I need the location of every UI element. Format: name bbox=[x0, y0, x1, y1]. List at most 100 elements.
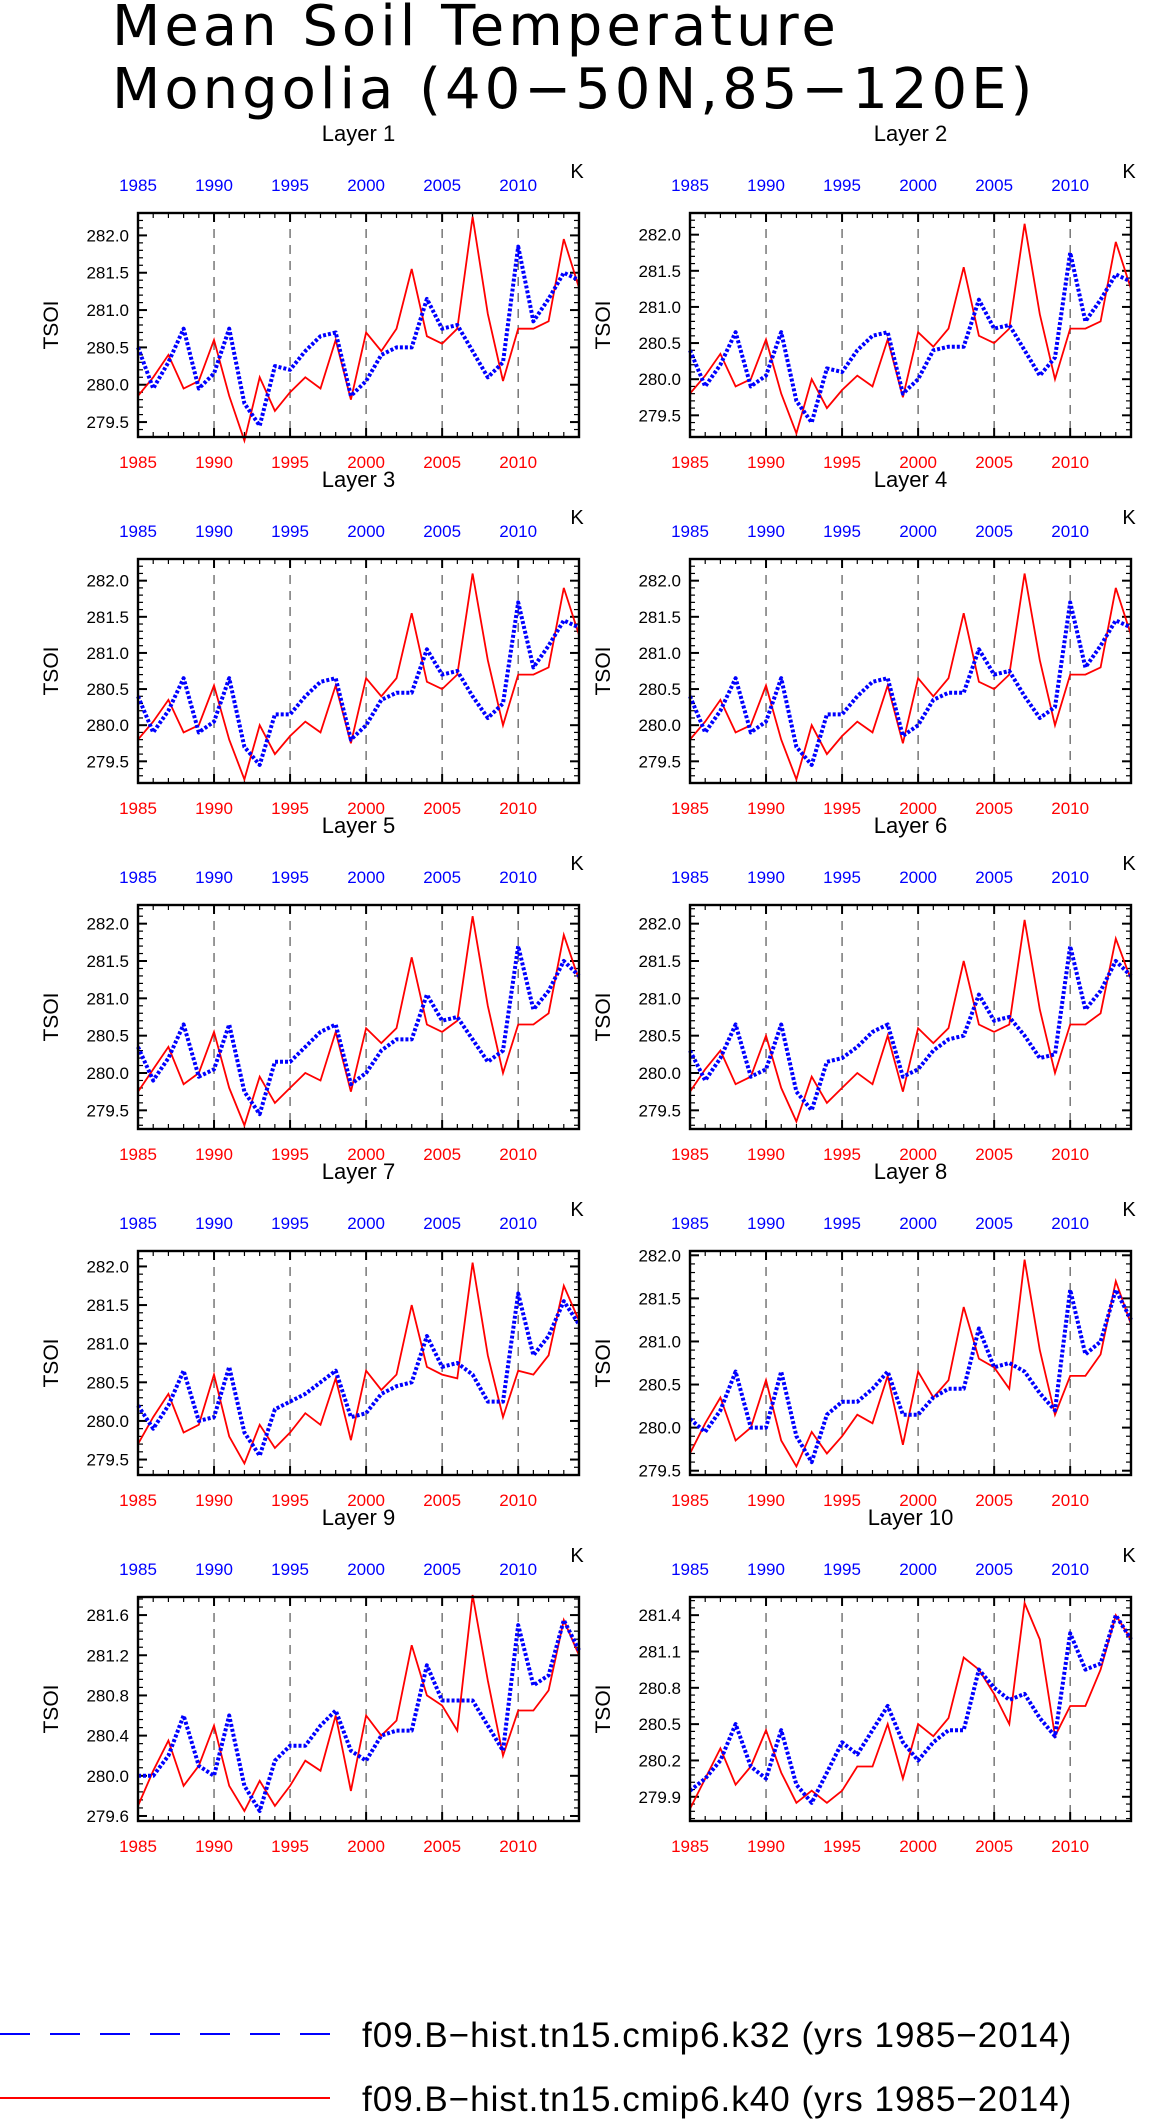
y-tick-label: 279.5 bbox=[86, 1451, 129, 1470]
series-line-k32 bbox=[136, 600, 580, 767]
y-axis-label: TSOI bbox=[40, 992, 63, 1041]
units-label: K bbox=[1122, 1545, 1136, 1567]
y-tick-label: 281.1 bbox=[638, 1642, 681, 1661]
x-tick-label-top: 1985 bbox=[671, 1560, 709, 1579]
y-tick-label: 279.5 bbox=[638, 406, 681, 425]
x-tick-label-top: 1985 bbox=[119, 522, 157, 541]
series-line-k40 bbox=[137, 573, 580, 783]
x-tick-label-bottom: 2000 bbox=[899, 1491, 937, 1510]
y-tick-label: 281.0 bbox=[86, 301, 129, 320]
y-tick-label: 280.5 bbox=[638, 680, 681, 699]
y-tick-label: 280.8 bbox=[86, 1686, 129, 1705]
y-tick-label: 281.5 bbox=[638, 952, 681, 971]
y-tick-label: 281.0 bbox=[638, 644, 681, 663]
series-line-k40 bbox=[137, 916, 580, 1128]
x-tick-label-top: 2000 bbox=[899, 1560, 937, 1579]
panel-title: Layer 7 bbox=[322, 1159, 395, 1184]
y-tick-label: 280.0 bbox=[638, 1419, 681, 1438]
y-tick-label: 281.5 bbox=[86, 952, 129, 971]
y-axis-label: TSOI bbox=[592, 992, 615, 1041]
y-tick-label: 281.0 bbox=[86, 1335, 129, 1354]
y-tick-label: 280.5 bbox=[86, 1027, 129, 1046]
panel-layer-8: Layer 8 K TSOI 1985 1985 1990 1990 1995 1995 2000… bbox=[592, 1159, 1136, 1510]
series-line-k32 bbox=[688, 944, 1133, 1113]
x-tick-label-top: 1990 bbox=[195, 868, 233, 887]
x-tick-label-bottom: 1985 bbox=[119, 1491, 157, 1510]
x-tick-label-top: 1995 bbox=[823, 522, 861, 541]
x-tick-label-top: 2000 bbox=[347, 176, 385, 195]
y-tick-label: 281.0 bbox=[638, 989, 681, 1008]
units-label: K bbox=[1122, 853, 1136, 875]
panel-layer-10: Layer 10 K TSOI 1985 1985 1990 1990 1995 1995 200… bbox=[592, 1505, 1136, 1856]
x-tick-label-bottom: 2010 bbox=[1051, 799, 1089, 818]
x-tick-label-top: 2005 bbox=[423, 1214, 461, 1233]
series-line-k40 bbox=[137, 216, 580, 444]
figure-title-line1: Mean Soil Temperature bbox=[112, 0, 840, 59]
x-tick-label-top: 2010 bbox=[1051, 1214, 1089, 1233]
panel-title: Layer 1 bbox=[322, 121, 395, 146]
x-tick-label-bottom: 2000 bbox=[347, 1837, 385, 1856]
plot-frame bbox=[136, 1249, 581, 1477]
panel-title: Layer 4 bbox=[874, 467, 947, 492]
units-label: K bbox=[570, 853, 584, 875]
x-tick-label-top: 1995 bbox=[823, 1214, 861, 1233]
y-tick-label: 280.5 bbox=[638, 334, 681, 353]
y-tick-label: 281.5 bbox=[638, 608, 681, 627]
y-axis-label: TSOI bbox=[592, 1684, 615, 1733]
x-tick-label-bottom: 1985 bbox=[671, 799, 709, 818]
x-tick-label-top: 2010 bbox=[1051, 1560, 1089, 1579]
x-tick-label-bottom: 2000 bbox=[347, 453, 385, 472]
y-tick-label: 281.5 bbox=[86, 264, 129, 283]
panel-title: Layer 6 bbox=[874, 813, 947, 838]
y-tick-label: 280.0 bbox=[638, 716, 681, 735]
y-tick-label: 280.0 bbox=[86, 716, 129, 735]
x-tick-label-bottom: 2005 bbox=[975, 1491, 1013, 1510]
x-tick-label-top: 2000 bbox=[899, 176, 937, 195]
x-tick-label-top: 1990 bbox=[747, 868, 785, 887]
plot-frame bbox=[688, 211, 1133, 439]
series-line-k40 bbox=[137, 1594, 580, 1813]
x-tick-label-bottom: 1995 bbox=[823, 1837, 861, 1856]
x-tick-label-top: 2010 bbox=[499, 1214, 537, 1233]
units-label: K bbox=[570, 1545, 584, 1567]
y-axis-label: TSOI bbox=[592, 300, 615, 349]
x-tick-label-bottom: 2000 bbox=[347, 799, 385, 818]
x-tick-label-top: 1985 bbox=[119, 1214, 157, 1233]
y-tick-label: 282.0 bbox=[638, 572, 681, 591]
x-tick-label-top: 2005 bbox=[975, 522, 1013, 541]
x-tick-label-top: 2000 bbox=[347, 1214, 385, 1233]
y-tick-label: 279.5 bbox=[86, 1101, 129, 1120]
x-tick-label-top: 2000 bbox=[899, 1214, 937, 1233]
x-tick-label-bottom: 1990 bbox=[195, 1491, 233, 1510]
x-tick-label-top: 1990 bbox=[195, 1214, 233, 1233]
panels: Layer 1 K TSOI 1985 1985 1990 1990 1995 1995 2000… bbox=[40, 121, 1136, 1856]
x-tick-label-top: 1995 bbox=[271, 1560, 309, 1579]
x-tick-label-bottom: 1990 bbox=[195, 1145, 233, 1164]
x-tick-label-bottom: 1990 bbox=[747, 799, 785, 818]
y-tick-label: 279.5 bbox=[638, 1462, 681, 1481]
y-tick-label: 281.0 bbox=[638, 1332, 681, 1351]
x-tick-label-top: 2000 bbox=[347, 868, 385, 887]
y-tick-label: 280.0 bbox=[86, 376, 129, 395]
x-tick-label-bottom: 2010 bbox=[499, 1837, 537, 1856]
panel-layer-7: Layer 7 K TSOI 1985 1985 1990 1990 1995 1995 2000… bbox=[40, 1159, 584, 1510]
x-tick-label-top: 2010 bbox=[499, 1560, 537, 1579]
x-tick-label-bottom: 2010 bbox=[1051, 1491, 1089, 1510]
y-tick-label: 280.0 bbox=[86, 1412, 129, 1431]
y-axis-label: TSOI bbox=[40, 300, 63, 349]
y-tick-label: 280.5 bbox=[86, 680, 129, 699]
panel-title: Layer 9 bbox=[322, 1505, 395, 1530]
x-tick-label-top: 1990 bbox=[747, 1560, 785, 1579]
panel-layer-5: Layer 5 K TSOI 1985 1985 1990 1990 1995 1995 2000… bbox=[40, 813, 584, 1164]
x-tick-label-top: 2010 bbox=[499, 522, 537, 541]
x-tick-label-top: 2010 bbox=[499, 868, 537, 887]
x-tick-label-top: 1995 bbox=[823, 176, 861, 195]
y-tick-label: 280.8 bbox=[638, 1679, 681, 1698]
y-tick-label: 281.4 bbox=[638, 1606, 681, 1625]
y-tick-label: 281.6 bbox=[86, 1606, 129, 1625]
y-tick-label: 282.0 bbox=[86, 1257, 129, 1276]
x-tick-label-bottom: 2005 bbox=[423, 1491, 461, 1510]
x-tick-label-bottom: 2005 bbox=[423, 453, 461, 472]
x-tick-label-bottom: 1995 bbox=[823, 453, 861, 472]
